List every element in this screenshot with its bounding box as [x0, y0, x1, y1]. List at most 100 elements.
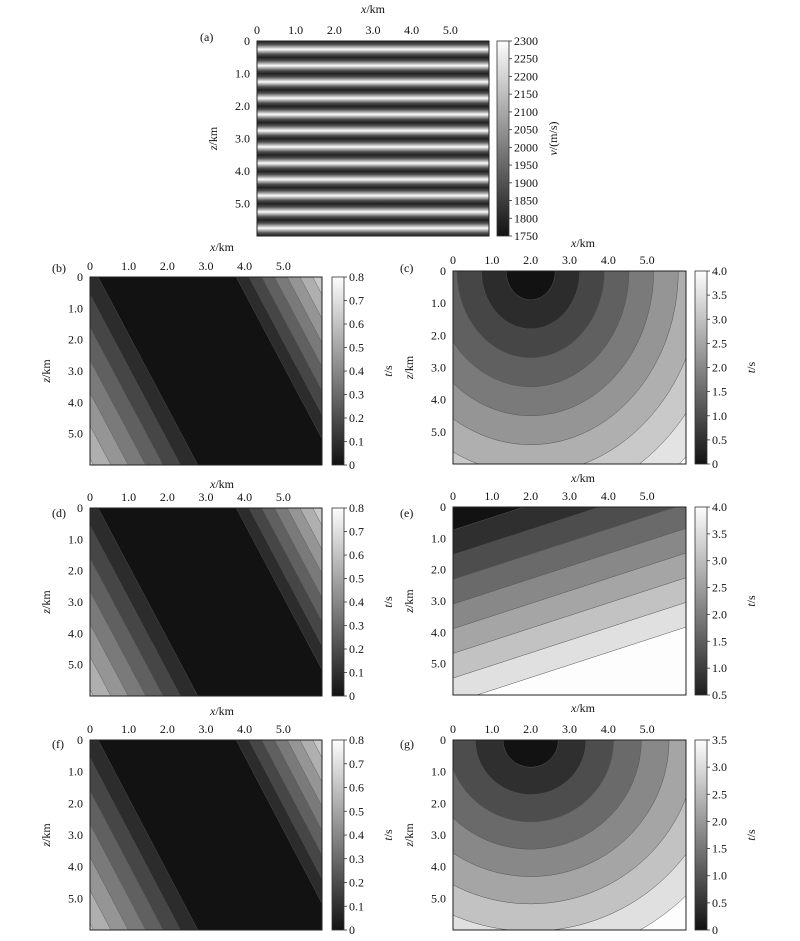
panel-label-b: (b)	[52, 261, 66, 275]
y-tick-c: 3.0	[431, 361, 446, 375]
y-tick-b: 4.0	[68, 395, 83, 409]
colorbar-tick-e: 4.0	[712, 500, 727, 514]
velocity-layer	[257, 154, 489, 172]
x-tick-b: 0	[87, 259, 93, 273]
y-tick-g: 5.0	[431, 891, 446, 905]
colorbar-b	[331, 276, 345, 466]
colorbar-tick-g: 3.5	[712, 733, 727, 747]
y-tick-a: 5.0	[235, 197, 250, 211]
colorbar-tick-e: 0.5	[712, 688, 727, 702]
x-tick-b: 2.0	[160, 259, 175, 273]
velocity-layer	[257, 106, 489, 123]
y-tick-a: 4.0	[235, 164, 250, 178]
x-tick-d: 1.0	[121, 490, 136, 504]
contour-band	[90, 889, 112, 930]
x-tick-b: 3.0	[199, 259, 214, 273]
y-tick-c: 4.0	[431, 393, 446, 407]
x-tick-e: 3.0	[562, 489, 577, 503]
colorbar-tick-g: 3.0	[712, 760, 727, 774]
x-tick-c: 2.0	[523, 253, 538, 267]
x-axis-label-b: x/km	[209, 240, 235, 254]
colorbar-tick-e: 2.0	[712, 607, 727, 621]
contour-band	[312, 508, 322, 526]
y-axis-label-c: z/km	[402, 355, 416, 380]
y-tick-d: 2.0	[68, 564, 83, 578]
colorbar-label-e: t/s	[744, 595, 758, 607]
colorbar-tick-g: 0.5	[712, 896, 727, 910]
x-tick-a: 5.0	[443, 23, 458, 37]
x-tick-c: 0	[450, 253, 456, 267]
y-tick-c: 2.0	[431, 328, 446, 342]
x-tick-g: 0	[450, 722, 456, 736]
colorbar-tick-b: 0.6	[349, 317, 364, 331]
plot-area-f	[90, 740, 322, 930]
colorbar-label-d: t/s	[381, 596, 395, 608]
colorbar-d	[331, 507, 345, 697]
colorbar-tick-d: 0	[349, 689, 355, 703]
colorbar-tick-c: 1.5	[712, 385, 727, 399]
y-axis-label-b: z/km	[39, 359, 53, 384]
colorbar-tick-a: 1850	[514, 194, 538, 208]
panel-label-a: (a)	[200, 30, 213, 44]
contour-band	[502, 740, 559, 768]
velocity-layer	[257, 187, 489, 204]
colorbar-tick-a: 2300	[514, 34, 538, 48]
y-tick-g: 1.0	[431, 765, 446, 779]
colorbar-tick-a: 2050	[514, 123, 538, 137]
x-tick-d: 0	[87, 490, 93, 504]
x-tick-e: 2.0	[523, 489, 538, 503]
x-tick-e: 4.0	[601, 489, 616, 503]
plot-area-d	[90, 508, 322, 696]
colorbar-label-f: t/s	[381, 829, 395, 841]
y-tick-a: 0	[244, 34, 250, 48]
y-axis-label-g: z/km	[402, 823, 416, 848]
y-tick-e: 4.0	[431, 625, 446, 639]
velocity-layer	[257, 41, 489, 58]
x-tick-c: 4.0	[601, 253, 616, 267]
contour-band	[90, 922, 94, 930]
x-tick-d: 5.0	[276, 490, 291, 504]
velocity-layer	[257, 219, 489, 236]
contour-band	[453, 507, 601, 555]
x-tick-b: 4.0	[237, 259, 252, 273]
colorbar-tick-d: 0.6	[349, 548, 364, 562]
colorbar-tick-g: 0	[712, 923, 718, 937]
colorbar-tick-c: 0	[712, 457, 718, 471]
y-tick-d: 4.0	[68, 626, 83, 640]
panel-label-d: (d)	[52, 506, 66, 520]
colorbar-tick-d: 0.4	[349, 595, 364, 609]
colorbar-tick-c: 3.5	[712, 288, 727, 302]
y-tick-b: 2.0	[68, 333, 83, 347]
y-tick-d: 0	[77, 501, 83, 515]
plot-area-b	[90, 277, 322, 465]
y-tick-f: 4.0	[68, 860, 83, 874]
x-tick-g: 1.0	[484, 722, 499, 736]
colorbar-tick-f: 0.7	[349, 757, 364, 771]
contour-band	[90, 458, 94, 465]
contour-band	[90, 656, 112, 696]
y-tick-b: 5.0	[68, 427, 83, 441]
colorbar-tick-d: 0.8	[349, 501, 364, 515]
x-tick-g: 2.0	[523, 722, 538, 736]
x-tick-f: 1.0	[121, 722, 136, 736]
colorbar-tick-b: 0.1	[349, 435, 364, 449]
y-tick-g: 2.0	[431, 796, 446, 810]
x-tick-e: 5.0	[640, 489, 655, 503]
colorbar-tick-e: 1.5	[712, 634, 727, 648]
colorbar-tick-f: 0.8	[349, 733, 364, 747]
x-tick-f: 0	[87, 722, 93, 736]
x-tick-f: 5.0	[276, 722, 291, 736]
x-tick-g: 3.0	[562, 722, 577, 736]
y-tick-e: 3.0	[431, 594, 446, 608]
velocity-layer	[257, 57, 489, 74]
x-tick-a: 2.0	[327, 23, 342, 37]
x-tick-f: 3.0	[199, 722, 214, 736]
colorbar-tick-f: 0	[349, 923, 355, 937]
plot-area-g	[453, 740, 686, 930]
x-tick-c: 5.0	[640, 253, 655, 267]
y-tick-c: 1.0	[431, 296, 446, 310]
contour-band	[453, 507, 525, 531]
colorbar-tick-g: 2.5	[712, 787, 727, 801]
y-tick-e: 0	[440, 500, 446, 514]
